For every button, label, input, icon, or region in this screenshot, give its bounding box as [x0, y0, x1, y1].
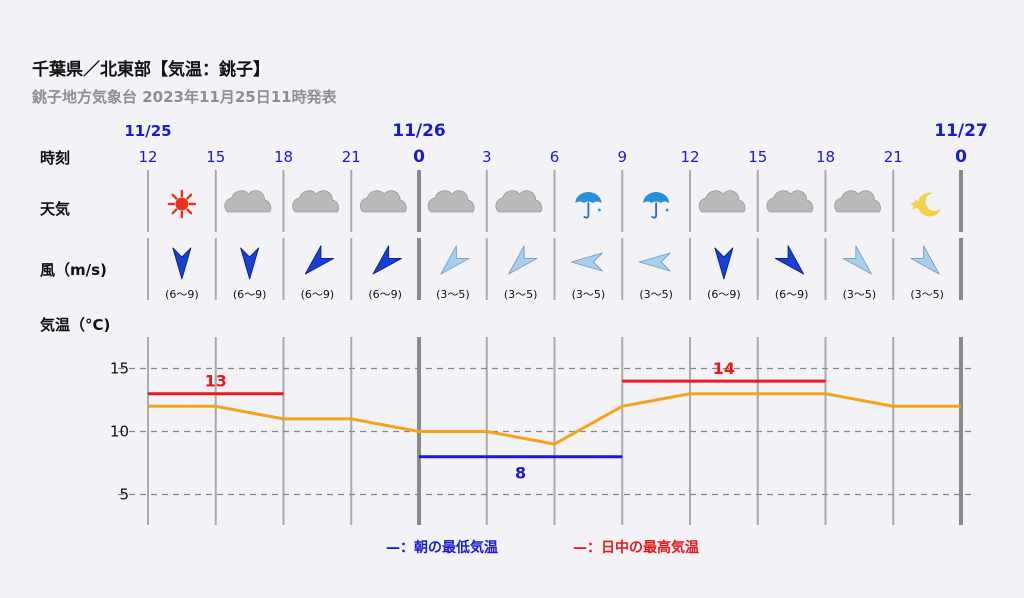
wind-speed-range: (6〜9) — [707, 288, 741, 301]
y-tick-label: 10 — [110, 423, 129, 441]
wind-arrow-icon — [508, 245, 538, 275]
cloudy-icon — [698, 190, 746, 213]
rain-umbrella-icon — [643, 192, 670, 219]
wind-speed-range: (3〜5) — [504, 288, 538, 301]
x-tick-label: 3 — [482, 148, 492, 166]
wind-arrow-icon — [304, 245, 335, 275]
time-row-label: 時刻 — [40, 149, 70, 167]
x-tick-label: 0 — [413, 147, 425, 167]
x-tick-label: 12 — [138, 148, 157, 166]
cloudy-icon — [766, 190, 814, 213]
wind-arrow-icon — [774, 245, 805, 275]
wind-speed-range: (6〜9) — [165, 288, 199, 301]
wind-speed-range: (6〜9) — [775, 288, 809, 301]
wind-arrow-icon — [372, 245, 402, 275]
clear-night-icon — [910, 192, 942, 217]
wind-arrow-icon — [570, 252, 603, 272]
x-tick-label: 0 — [955, 147, 967, 167]
x-axis-labels: 12 15 18 21 0 3 6 9 12 15 18 21 0 11/25 11/26 11/27 — [124, 121, 987, 167]
wind-speed-range: (3〜5) — [910, 288, 944, 301]
x-tick-label: 15 — [748, 148, 767, 166]
max-temp-label: 14 — [713, 359, 735, 378]
cloudy-icon — [834, 190, 881, 213]
x-tick-label: 15 — [206, 148, 225, 166]
date-label: 11/27 — [934, 121, 988, 141]
wind-speed-range: (6〜9) — [368, 288, 402, 301]
x-tick-label: 18 — [274, 148, 293, 166]
x-tick-label: 21 — [884, 148, 903, 166]
legend-high: —：日中の最高気温 — [573, 539, 699, 556]
wind-arrows: (6〜9) (6〜9) (6〜9) (6〜9) (3〜5) (3〜5) (3〜5) (3〜5)… — [165, 245, 944, 301]
wind-arrow-icon — [714, 247, 734, 280]
grid: 5 10 15 — [110, 170, 975, 525]
temperature-row-label: 気温（°C) — [40, 316, 110, 334]
wind-speed-range: (3〜5) — [843, 288, 877, 301]
date-label: 11/25 — [124, 122, 171, 140]
page-title: 千葉県／北東部【気温：銚子】 — [32, 59, 270, 80]
wind-arrow-icon — [172, 247, 192, 280]
wind-arrow-icon — [440, 245, 470, 275]
y-tick-label: 5 — [119, 486, 129, 504]
wind-row-label: 風（m/s) — [40, 261, 107, 279]
temperature-plot: 13 14 8 — [148, 359, 961, 483]
page-subtitle: 銚子地方気象台 2023年11月25日11時発表 — [32, 88, 338, 106]
x-tick-label: 9 — [617, 148, 627, 166]
wind-arrow-icon — [638, 252, 671, 272]
y-tick-label: 15 — [110, 360, 129, 378]
cloudy-icon — [224, 190, 272, 213]
wind-speed-range: (3〜5) — [436, 288, 470, 301]
temperature-line — [148, 392, 961, 446]
wind-speed-range: (3〜5) — [572, 288, 606, 301]
min-temp-label: 8 — [515, 464, 526, 483]
wind-arrow-icon — [240, 247, 260, 280]
cloudy-icon — [495, 190, 543, 213]
weather-icons — [167, 189, 942, 219]
wind-speed-range: (6〜9) — [301, 288, 335, 301]
legend: —：朝の最低気温 —：日中の最高気温 — [386, 539, 699, 556]
x-tick-label: 12 — [680, 148, 699, 166]
rain-umbrella-icon — [575, 192, 602, 219]
x-tick-label: 21 — [342, 148, 361, 166]
wind-arrow-icon — [910, 245, 940, 275]
wind-speed-range: (3〜5) — [639, 288, 673, 301]
cloudy-icon — [427, 190, 475, 213]
cloudy-icon — [292, 190, 339, 213]
max-temp-label: 13 — [205, 372, 227, 391]
weather-row-label: 天気 — [40, 200, 70, 218]
cloudy-icon — [359, 190, 407, 213]
x-tick-label: 18 — [816, 148, 835, 166]
sunny-icon — [167, 189, 197, 219]
date-label: 11/26 — [392, 121, 446, 141]
wind-speed-range: (6〜9) — [233, 288, 267, 301]
x-tick-label: 6 — [550, 148, 560, 166]
wind-arrow-icon — [842, 245, 872, 275]
legend-low: —：朝の最低気温 — [386, 539, 498, 556]
